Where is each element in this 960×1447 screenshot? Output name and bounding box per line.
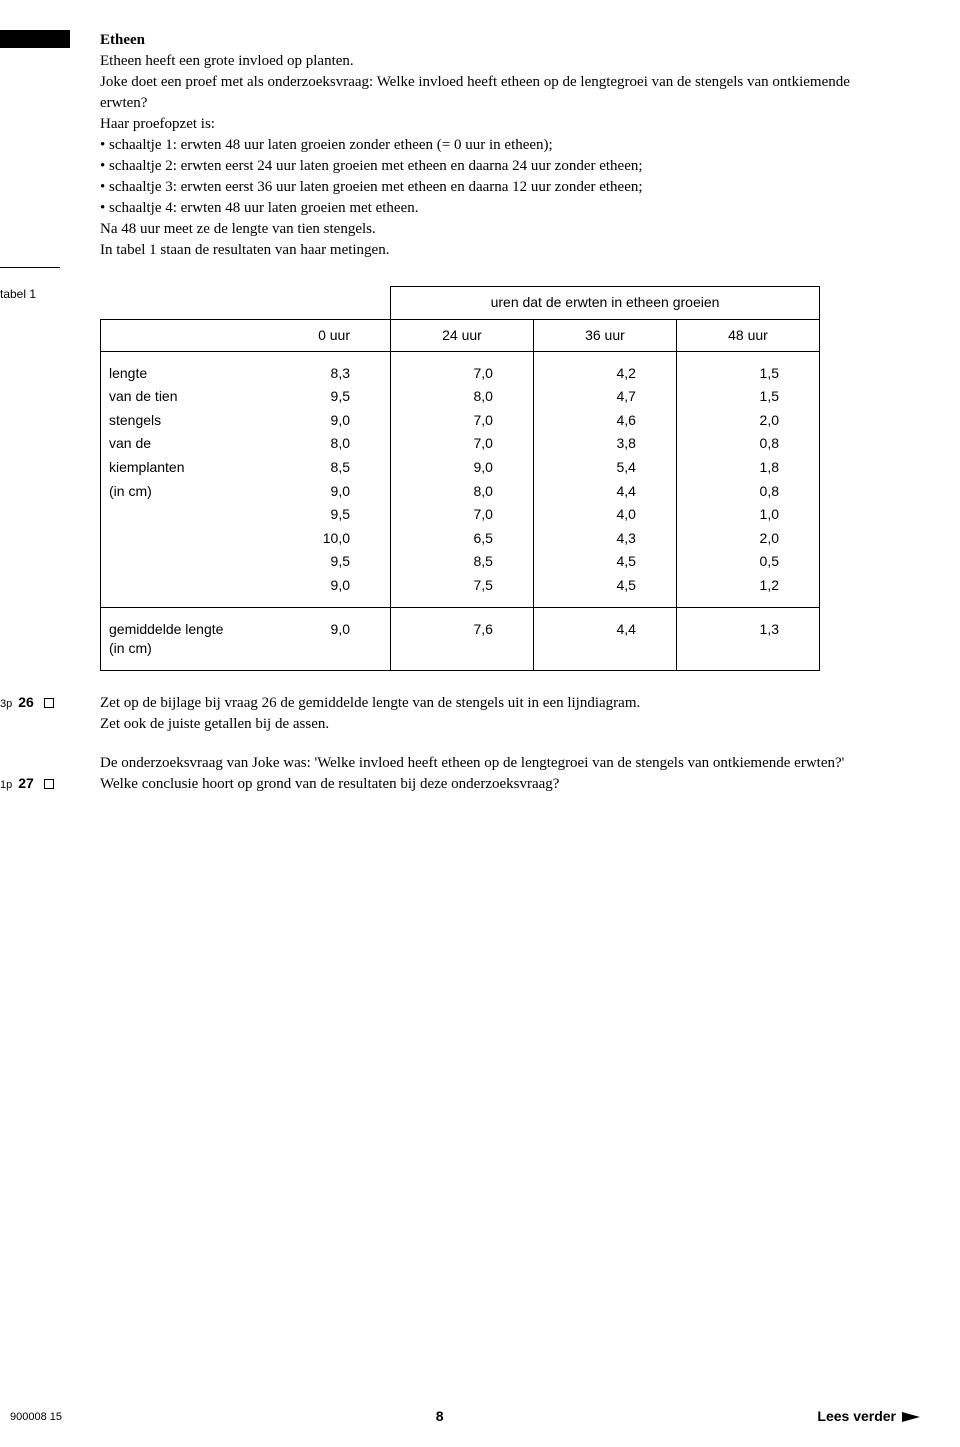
- cell: 7,0: [391, 503, 534, 527]
- avg-label: gemiddelde lengte (in cm): [101, 618, 281, 661]
- page-number: 8: [436, 1407, 444, 1427]
- cell: 4,3: [533, 527, 676, 551]
- row-label: (in cm): [101, 480, 281, 504]
- bullet-item: schaaltje 1: erwten 48 uur laten groeien…: [100, 135, 900, 156]
- cell: 1,5: [676, 362, 819, 386]
- cell: 4,5: [533, 574, 676, 598]
- table-top-header: uren dat de erwten in etheen groeien: [391, 287, 820, 320]
- cell: 8,5: [281, 456, 391, 480]
- row-label: kiemplanten: [101, 456, 281, 480]
- question-text: Zet ook de juiste getallen bij de assen.: [100, 714, 900, 735]
- cell: 8,3: [281, 362, 391, 386]
- cell: 4,5: [533, 550, 676, 574]
- section-title: Etheen: [100, 30, 900, 51]
- cell: 7,5: [391, 574, 534, 598]
- cell: 5,4: [533, 456, 676, 480]
- cell: 9,0: [281, 574, 391, 598]
- cell: 4,0: [533, 503, 676, 527]
- cell: 4,2: [533, 362, 676, 386]
- question-points: 3p: [0, 697, 12, 712]
- cell: 0,8: [676, 480, 819, 504]
- bullet-item: schaaltje 3: erwten eerst 36 uur laten g…: [100, 177, 900, 198]
- avg-cell: 7,6: [391, 618, 534, 661]
- cell: 8,0: [391, 385, 534, 409]
- mid-paragraph: De onderzoeksvraag van Joke was: 'Welke …: [100, 753, 900, 774]
- cell: 8,0: [391, 480, 534, 504]
- question-number: 27: [18, 774, 34, 794]
- cell: 1,0: [676, 503, 819, 527]
- cell: 7,0: [391, 362, 534, 386]
- cell: 0,8: [676, 432, 819, 456]
- row-label: van de tien: [101, 385, 281, 409]
- cell: 7,0: [391, 409, 534, 433]
- avg-cell: 9,0: [281, 618, 391, 661]
- data-table: uren dat de erwten in etheen groeien 0 u…: [100, 286, 820, 671]
- footer-left-code: 900008 15: [10, 1410, 62, 1425]
- question-meta: 1p 27: [0, 774, 95, 794]
- footer-right: Lees verder: [817, 1407, 920, 1427]
- cell: 9,5: [281, 503, 391, 527]
- question-number: 26: [18, 693, 34, 713]
- col-header: 0 uur: [281, 319, 391, 352]
- cell: 1,8: [676, 456, 819, 480]
- black-marker-box: [0, 30, 70, 48]
- question-points: 1p: [0, 778, 12, 793]
- bullet-item: schaaltje 4: erwten 48 uur laten groeien…: [100, 198, 900, 219]
- footer-right-label: Lees verder: [817, 1407, 896, 1427]
- cell: 9,5: [281, 550, 391, 574]
- cell: 6,5: [391, 527, 534, 551]
- cell: 9,0: [281, 480, 391, 504]
- table-label: tabel 1: [0, 286, 36, 303]
- cell: 1,5: [676, 385, 819, 409]
- cell: 4,7: [533, 385, 676, 409]
- divider: [0, 267, 60, 268]
- cell: 8,0: [281, 432, 391, 456]
- intro-p5: In tabel 1 staan de resultaten van haar …: [100, 240, 900, 261]
- cell: 4,4: [533, 480, 676, 504]
- question-meta: 3p 26: [0, 693, 95, 713]
- col-header: 36 uur: [533, 319, 676, 352]
- cell: 0,5: [676, 550, 819, 574]
- row-label: lengte: [101, 362, 281, 386]
- cell: 3,8: [533, 432, 676, 456]
- page-footer: 900008 15 8 Lees verder: [10, 1407, 920, 1427]
- cell: 9,5: [281, 385, 391, 409]
- avg-cell: 4,4: [533, 618, 676, 661]
- question-text: Zet op de bijlage bij vraag 26 de gemidd…: [100, 693, 900, 714]
- intro-p1: Etheen heeft een grote invloed op plante…: [100, 51, 900, 72]
- cell: 9,0: [281, 409, 391, 433]
- bullet-item: schaaltje 2: erwten eerst 24 uur laten g…: [100, 156, 900, 177]
- question-text: Welke conclusie hoort op grond van de re…: [100, 774, 900, 795]
- cell: 2,0: [676, 409, 819, 433]
- cell: 4,6: [533, 409, 676, 433]
- cell: 7,0: [391, 432, 534, 456]
- row-label: van de: [101, 432, 281, 456]
- row-label: stengels: [101, 409, 281, 433]
- intro-p2: Joke doet een proef met als onderzoeksvr…: [100, 72, 900, 114]
- arrow-right-icon: [902, 1412, 920, 1422]
- cell: 8,5: [391, 550, 534, 574]
- checkbox-icon: [44, 779, 54, 789]
- cell: 9,0: [391, 456, 534, 480]
- intro-p4: Na 48 uur meet ze de lengte van tien ste…: [100, 219, 900, 240]
- cell: 2,0: [676, 527, 819, 551]
- intro-p3: Haar proefopzet is:: [100, 114, 900, 135]
- bullet-list: schaaltje 1: erwten 48 uur laten groeien…: [100, 135, 900, 219]
- col-header: 48 uur: [676, 319, 819, 352]
- cell: 1,2: [676, 574, 819, 598]
- avg-cell: 1,3: [676, 618, 819, 661]
- cell: 10,0: [281, 527, 391, 551]
- col-header: 24 uur: [391, 319, 534, 352]
- checkbox-icon: [44, 698, 54, 708]
